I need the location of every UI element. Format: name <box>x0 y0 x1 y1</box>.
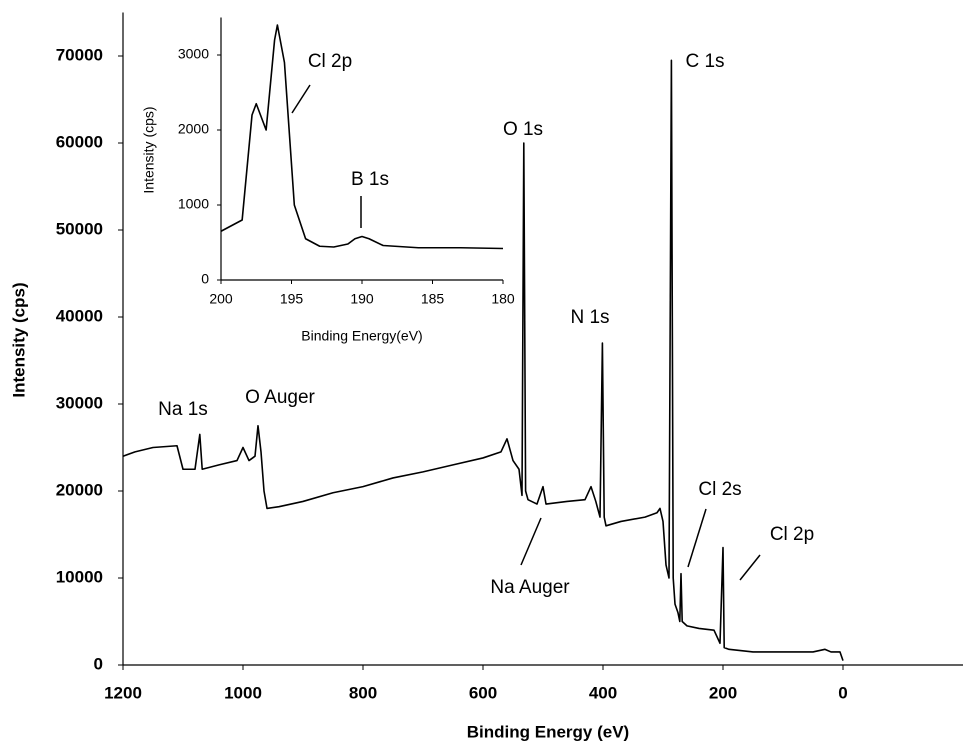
y-axis-title: Intensity (cps) <box>141 106 157 193</box>
spectrum-line <box>122 59 844 661</box>
x-tick-label: 200 <box>209 291 233 307</box>
x-tick-label: 190 <box>350 291 374 307</box>
leader-line <box>687 508 707 568</box>
peak-annotation: Cl 2p <box>308 51 352 72</box>
y-tick-label: 20000 <box>56 480 103 499</box>
y-tick-label: 10000 <box>56 567 103 586</box>
spectrum-line <box>220 24 504 250</box>
x-axis-title: Binding Energy (eV) <box>467 722 629 741</box>
leader-line <box>291 84 311 114</box>
peak-annotation: C 1s <box>685 51 724 72</box>
y-tick-label: 50000 <box>56 219 103 238</box>
x-tick-label: 200 <box>709 683 737 702</box>
x-tick-label: 1000 <box>224 683 262 702</box>
peak-annotation: Cl 2p <box>770 524 814 545</box>
y-tick-label: 3000 <box>178 46 209 62</box>
x-tick-label: 195 <box>280 291 304 307</box>
peak-annotation: N 1s <box>570 307 609 328</box>
leader-line <box>739 554 761 581</box>
x-tick-label: 185 <box>421 291 445 307</box>
peak-annotation: Na Auger <box>490 577 570 598</box>
y-tick-label: 2000 <box>178 121 209 137</box>
peak-annotation: Na 1s <box>158 399 208 420</box>
peak-annotation: B 1s <box>351 169 389 190</box>
peak-annotation: O 1s <box>503 119 543 140</box>
y-tick-label: 60000 <box>56 132 103 151</box>
peak-annotation: Cl 2s <box>698 479 741 500</box>
x-tick-label: 0 <box>838 683 847 702</box>
x-axis-title: Binding Energy(eV) <box>301 328 422 344</box>
leader-line <box>520 517 542 566</box>
y-tick-label: 40000 <box>56 306 103 325</box>
y-tick-label: 70000 <box>56 45 103 64</box>
y-tick-label: 0 <box>201 271 209 287</box>
x-tick-label: 600 <box>469 683 497 702</box>
peak-annotation: O Auger <box>245 387 315 408</box>
y-tick-label: 1000 <box>178 196 209 212</box>
y-axis-title: Intensity (cps) <box>9 282 28 397</box>
x-tick-label: 1200 <box>104 683 142 702</box>
x-tick-label: 180 <box>491 291 515 307</box>
x-tick-label: 800 <box>349 683 377 702</box>
y-tick-label: 30000 <box>56 393 103 412</box>
y-tick-label: 0 <box>94 654 103 673</box>
x-tick-label: 400 <box>589 683 617 702</box>
